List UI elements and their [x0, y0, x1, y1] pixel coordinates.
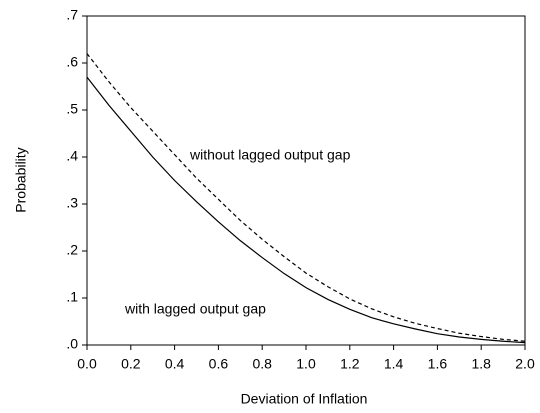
series-label: without lagged output gap — [189, 147, 351, 163]
y-axis-label: Probability — [13, 147, 29, 212]
y-tick-label: .3 — [66, 195, 78, 211]
x-tick-label: 1.8 — [471, 356, 491, 372]
x-tick-label: 0.4 — [165, 356, 185, 372]
x-tick-label: 1.4 — [384, 356, 404, 372]
y-tick-label: .6 — [66, 54, 78, 70]
y-tick-label: .7 — [66, 7, 78, 23]
y-tick-label: .1 — [66, 289, 78, 305]
x-tick-label: 1.6 — [428, 356, 448, 372]
x-tick-label: 1.0 — [296, 356, 316, 372]
y-tick-label: .5 — [66, 101, 78, 117]
x-tick-label: 0.8 — [252, 356, 272, 372]
series-line — [86, 76, 526, 344]
y-tick-label: .4 — [66, 148, 78, 164]
series-label: with lagged output gap — [124, 301, 266, 317]
x-tick-label: 1.2 — [340, 356, 360, 372]
x-tick-label: 0.0 — [77, 356, 97, 372]
x-tick-label: 0.2 — [121, 356, 141, 372]
x-tick-label: 2.0 — [515, 356, 535, 372]
y-tick-label: .0 — [66, 336, 78, 352]
y-tick-label: .2 — [66, 242, 78, 258]
x-axis-label: Deviation of Inflation — [241, 391, 368, 407]
x-tick-label: 0.6 — [209, 356, 229, 372]
series-line — [86, 53, 526, 342]
plot-frame — [86, 15, 526, 346]
